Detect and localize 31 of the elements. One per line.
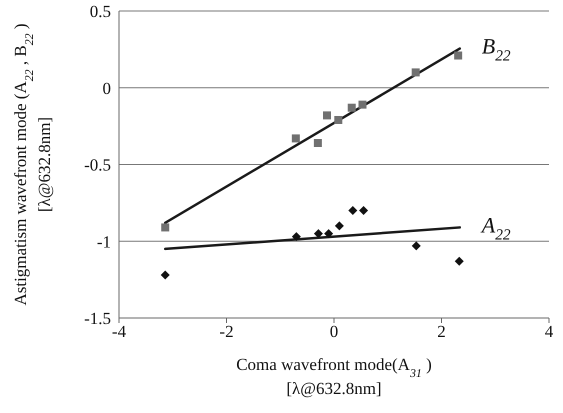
x-tick-label: -2 [219, 322, 234, 342]
series-label: B$_{22}$ [482, 34, 511, 65]
point [412, 68, 420, 76]
y-tick-label: 0.5 [90, 2, 111, 22]
point [334, 116, 342, 124]
x-tick-label: 0 [330, 322, 338, 342]
point [314, 139, 322, 148]
y-tick-label: -1 [96, 232, 111, 252]
text: Coma wavefront mode(A$_{31}$ ) [λ@632.8nm] [236, 355, 432, 398]
x-tick-label: -4 [112, 322, 127, 342]
point [348, 206, 358, 216]
point [314, 229, 323, 238]
point [454, 256, 464, 266]
point [292, 232, 301, 242]
point [324, 229, 334, 238]
point [292, 134, 300, 142]
point [454, 52, 462, 60]
point [359, 206, 368, 216]
point [323, 111, 332, 120]
point [334, 221, 344, 230]
y-tick-label: 0 [102, 78, 111, 98]
point [358, 100, 366, 109]
point [412, 241, 421, 250]
y-tick-label: -0.5 [84, 156, 111, 175]
series-label: A$_{22}$ [480, 212, 511, 244]
point [161, 223, 170, 232]
x-tick-label: 2 [437, 322, 446, 342]
point [160, 270, 170, 280]
y-tick-label: -1.5 [84, 309, 111, 328]
x-tick-label: 4 [544, 322, 554, 342]
point [348, 104, 356, 112]
